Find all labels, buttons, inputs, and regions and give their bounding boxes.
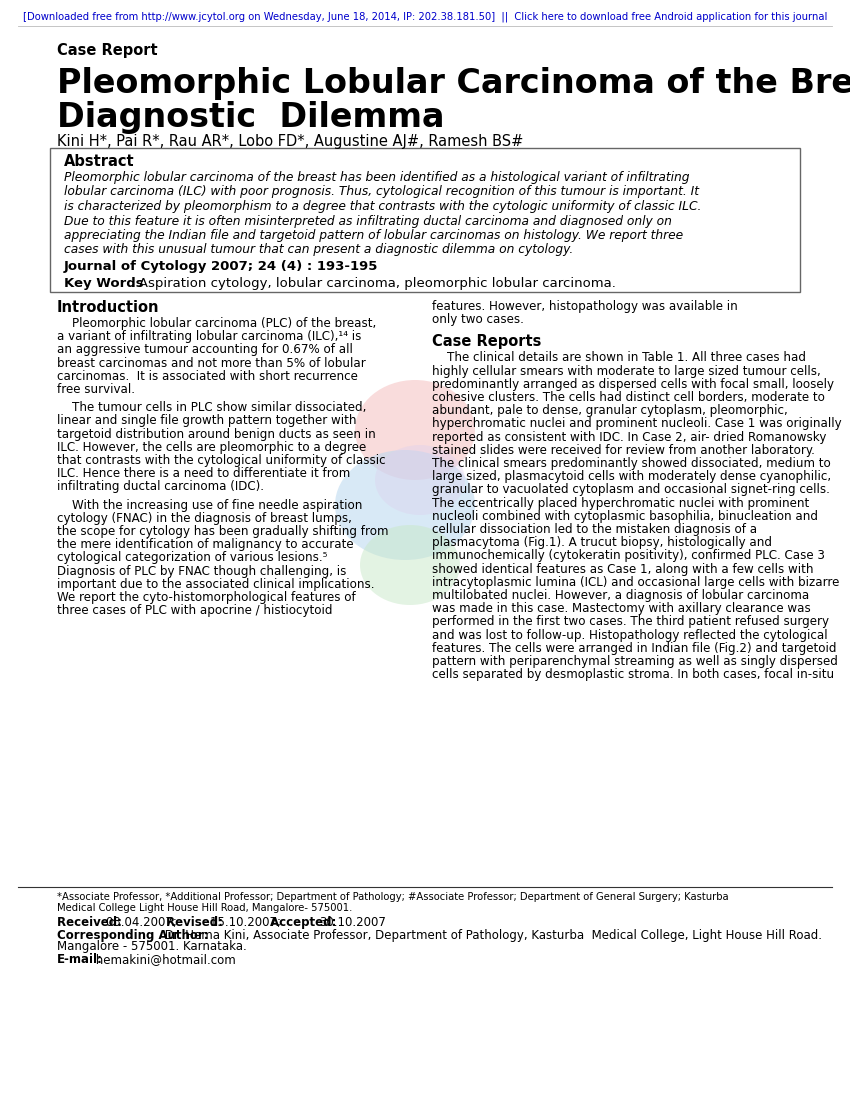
Text: Diagnostic  Dilemma: Diagnostic Dilemma xyxy=(57,101,445,134)
Ellipse shape xyxy=(335,450,475,560)
Text: With the increasing use of fine needle aspiration: With the increasing use of fine needle a… xyxy=(57,498,362,512)
Text: ILC. However, the cells are pleomorphic to a degree: ILC. However, the cells are pleomorphic … xyxy=(57,441,366,454)
Text: cohesive clusters. The cells had distinct cell borders, moderate to: cohesive clusters. The cells had distinc… xyxy=(432,390,824,404)
Text: was made in this case. Mastectomy with axillary clearance was: was made in this case. Mastectomy with a… xyxy=(432,602,811,615)
Text: Medical College Light House Hill Road, Mangalore- 575001.: Medical College Light House Hill Road, M… xyxy=(57,903,353,913)
Text: Corresponding Author:: Corresponding Author: xyxy=(57,930,208,942)
Text: large sized, plasmacytoid cells with moderately dense cyanophilic,: large sized, plasmacytoid cells with mod… xyxy=(432,470,831,483)
Text: 15.10.2007;: 15.10.2007; xyxy=(211,916,286,930)
Text: E-mail:: E-mail: xyxy=(57,953,103,966)
Ellipse shape xyxy=(375,446,465,515)
Ellipse shape xyxy=(355,379,475,480)
Text: the mere identification of malignancy to accurate: the mere identification of malignancy to… xyxy=(57,538,354,551)
Text: carcinomas.  It is associated with short recurrence: carcinomas. It is associated with short … xyxy=(57,370,358,383)
Text: cellular dissociation led to the mistaken diagnosis of a: cellular dissociation led to the mistake… xyxy=(432,522,757,536)
Text: free survival.: free survival. xyxy=(57,383,135,396)
Text: the scope for cytology has been gradually shifting from: the scope for cytology has been graduall… xyxy=(57,525,388,538)
Text: [Downloaded free from http://www.jcytol.org on Wednesday, June 18, 2014, IP: 202: [Downloaded free from http://www.jcytol.… xyxy=(23,12,827,22)
Text: Journal of Cytology 2007; 24 (4) : 193-195: Journal of Cytology 2007; 24 (4) : 193-1… xyxy=(64,260,378,273)
Text: Pleomorphic lobular carcinoma of the breast has been identified as a histologica: Pleomorphic lobular carcinoma of the bre… xyxy=(64,170,689,184)
Text: reported as consistent with IDC. In Case 2, air- dried Romanowsky: reported as consistent with IDC. In Case… xyxy=(432,430,826,443)
Text: multilobated nuclei. However, a diagnosis of lobular carcinoma: multilobated nuclei. However, a diagnosi… xyxy=(432,588,809,602)
Text: pattern with periparenchymal streaming as well as singly dispersed: pattern with periparenchymal streaming a… xyxy=(432,654,838,668)
Text: important due to the associated clinical implications.: important due to the associated clinical… xyxy=(57,578,375,591)
Text: intracytoplasmic lumina (ICL) and occasional large cells with bizarre: intracytoplasmic lumina (ICL) and occasi… xyxy=(432,575,839,589)
Text: Mangalore - 575001. Karnataka.: Mangalore - 575001. Karnataka. xyxy=(57,940,246,953)
Text: and was lost to follow-up. Histopathology reflected the cytological: and was lost to follow-up. Histopatholog… xyxy=(432,628,828,641)
Text: Dr. Hema Kini, Associate Professor, Department of Pathology, Kasturba  Medical C: Dr. Hema Kini, Associate Professor, Depa… xyxy=(161,930,822,942)
Text: cases with this unusual tumour that can present a diagnostic dilemma on cytology: cases with this unusual tumour that can … xyxy=(64,243,573,256)
Text: Introduction: Introduction xyxy=(57,300,160,315)
Text: We report the cyto-histomorphological features of: We report the cyto-histomorphological fe… xyxy=(57,591,356,604)
Text: Pleomorphic lobular carcinoma (PLC) of the breast,: Pleomorphic lobular carcinoma (PLC) of t… xyxy=(57,317,377,330)
Text: lobular carcinoma (ILC) with poor prognosis. Thus, cytological recognition of th: lobular carcinoma (ILC) with poor progno… xyxy=(64,186,699,198)
Text: appreciating the Indian file and targetoid pattern of lobular carcinomas on hist: appreciating the Indian file and targeto… xyxy=(64,229,683,242)
Text: features. The cells were arranged in Indian file (Fig.2) and targetoid: features. The cells were arranged in Ind… xyxy=(432,641,836,654)
Text: cytological categorization of various lesions.⁵: cytological categorization of various le… xyxy=(57,551,327,564)
Text: Case Report: Case Report xyxy=(57,43,157,58)
Text: is characterized by pleomorphism to a degree that contrasts with the cytologic u: is characterized by pleomorphism to a de… xyxy=(64,200,701,213)
Text: hemakini@hotmail.com: hemakini@hotmail.com xyxy=(92,953,235,966)
Text: 30.10.2007: 30.10.2007 xyxy=(320,916,386,930)
Text: The clinical details are shown in Table 1. All three cases had: The clinical details are shown in Table … xyxy=(432,351,806,364)
Text: stained slides were received for review from another laboratory.: stained slides were received for review … xyxy=(432,443,815,456)
Text: Key Words: Key Words xyxy=(64,277,144,290)
Text: breast carcinomas and not more than 5% of lobular: breast carcinomas and not more than 5% o… xyxy=(57,356,366,370)
Text: The eccentrically placed hyperchromatic nuclei with prominent: The eccentrically placed hyperchromatic … xyxy=(432,496,809,509)
Text: granular to vacuolated cytoplasm and occasional signet-ring cells.: granular to vacuolated cytoplasm and occ… xyxy=(432,483,830,496)
Text: linear and single file growth pattern together with: linear and single file growth pattern to… xyxy=(57,415,356,428)
Bar xyxy=(50,148,800,292)
Text: only two cases.: only two cases. xyxy=(432,314,524,327)
Text: hyperchromatic nuclei and prominent nucleoli. Case 1 was originally: hyperchromatic nuclei and prominent nucl… xyxy=(432,417,842,430)
Text: : Aspiration cytology, lobular carcinoma, pleomorphic lobular carcinoma.: : Aspiration cytology, lobular carcinoma… xyxy=(126,277,616,290)
Text: a variant of infiltrating lobular carcinoma (ILC),¹⁴ is: a variant of infiltrating lobular carcin… xyxy=(57,330,361,343)
Text: three cases of PLC with apocrine / histiocytoid: three cases of PLC with apocrine / histi… xyxy=(57,604,332,617)
Text: Abstract: Abstract xyxy=(64,154,134,169)
Text: Due to this feature it is often misinterpreted as infiltrating ductal carcinoma : Due to this feature it is often misinter… xyxy=(64,214,672,228)
Text: immunochemically (cytokeratin positivity), confirmed PLC. Case 3: immunochemically (cytokeratin positivity… xyxy=(432,549,825,562)
Text: cells separated by desmoplastic stroma. In both cases, focal in-situ: cells separated by desmoplastic stroma. … xyxy=(432,668,834,681)
Text: The clinical smears predominantly showed dissociated, medium to: The clinical smears predominantly showed… xyxy=(432,456,830,470)
Text: ILC. Hence there is a need to differentiate it from: ILC. Hence there is a need to differenti… xyxy=(57,468,350,481)
Text: plasmacytoma (Fig.1). A trucut biopsy, histologically and: plasmacytoma (Fig.1). A trucut biopsy, h… xyxy=(432,536,772,549)
Text: features. However, histopathology was available in: features. However, histopathology was av… xyxy=(432,300,738,313)
Text: cytology (FNAC) in the diagnosis of breast lumps,: cytology (FNAC) in the diagnosis of brea… xyxy=(57,512,352,525)
Text: targetoid distribution around benign ducts as seen in: targetoid distribution around benign duc… xyxy=(57,428,376,441)
Text: Kini H*, Pai R*, Rau AR*, Lobo FD*, Augustine AJ#, Ramesh BS#: Kini H*, Pai R*, Rau AR*, Lobo FD*, Augu… xyxy=(57,134,524,148)
Text: that contrasts with the cytological uniformity of classic: that contrasts with the cytological unif… xyxy=(57,454,386,467)
Ellipse shape xyxy=(360,525,460,605)
Text: 03.04.2007;: 03.04.2007; xyxy=(106,916,181,930)
Text: The tumour cells in PLC show similar dissociated,: The tumour cells in PLC show similar dis… xyxy=(57,402,366,415)
Text: Pleomorphic Lobular Carcinoma of the Breast – A: Pleomorphic Lobular Carcinoma of the Bre… xyxy=(57,67,850,100)
Text: Diagnosis of PLC by FNAC though challenging, is: Diagnosis of PLC by FNAC though challeng… xyxy=(57,564,347,578)
Text: Case Reports: Case Reports xyxy=(432,334,541,350)
Text: highly cellular smears with moderate to large sized tumour cells,: highly cellular smears with moderate to … xyxy=(432,364,821,377)
Text: showed identical features as Case 1, along with a few cells with: showed identical features as Case 1, alo… xyxy=(432,562,813,575)
Text: performed in the first two cases. The third patient refused surgery: performed in the first two cases. The th… xyxy=(432,615,829,628)
Text: Revised:: Revised: xyxy=(166,916,227,930)
Text: predominantly arranged as dispersed cells with focal small, loosely: predominantly arranged as dispersed cell… xyxy=(432,377,834,390)
Text: abundant, pale to dense, granular cytoplasm, pleomorphic,: abundant, pale to dense, granular cytopl… xyxy=(432,404,788,417)
Text: an aggressive tumour accounting for 0.67% of all: an aggressive tumour accounting for 0.67… xyxy=(57,343,353,356)
Text: Accepted:: Accepted: xyxy=(269,916,340,930)
Text: nucleoli combined with cytoplasmic basophilia, binucleation and: nucleoli combined with cytoplasmic basop… xyxy=(432,509,818,522)
Text: Received:: Received: xyxy=(57,916,126,930)
Text: *Associate Professor, *Additional Professor; Department of Pathology; #Associate: *Associate Professor, *Additional Profes… xyxy=(57,892,728,902)
Text: infiltrating ductal carcinoma (IDC).: infiltrating ductal carcinoma (IDC). xyxy=(57,481,264,494)
